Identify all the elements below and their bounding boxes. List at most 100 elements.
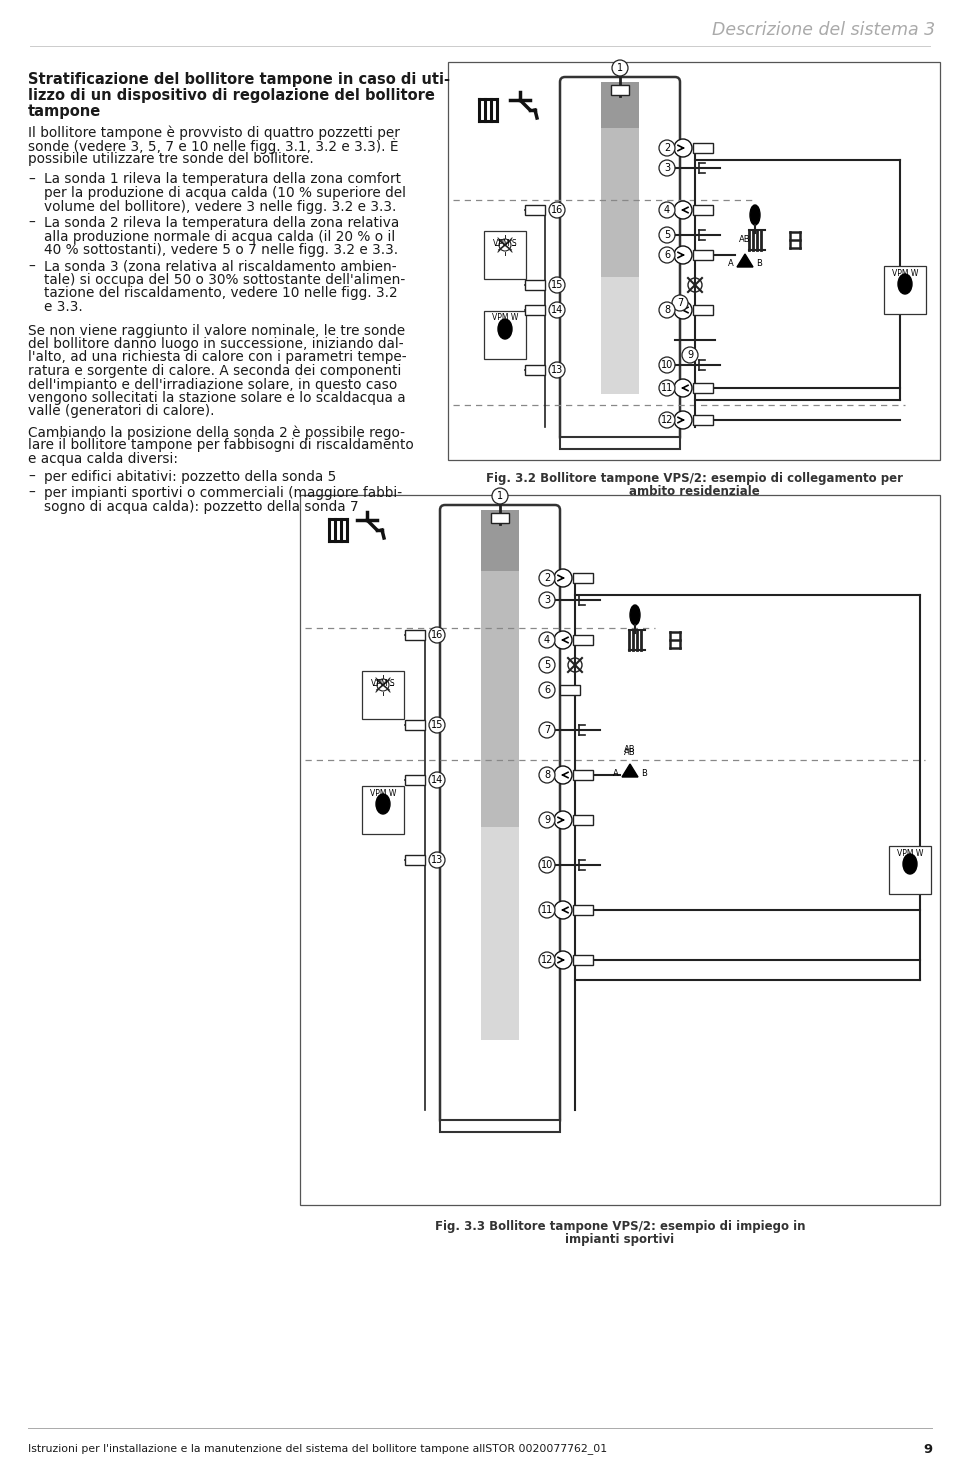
Circle shape [659, 227, 675, 243]
Bar [448, 61, 940, 459]
Bar [601, 277, 639, 394]
Text: VPM W: VPM W [897, 849, 924, 857]
Text: 16: 16 [551, 205, 564, 215]
Ellipse shape [898, 274, 912, 294]
Circle shape [539, 657, 555, 673]
Circle shape [554, 901, 572, 919]
Bar [693, 143, 713, 154]
Text: tampone: tampone [28, 104, 101, 119]
Circle shape [549, 301, 565, 317]
Text: –: – [28, 217, 35, 230]
Text: 5: 5 [544, 660, 550, 670]
Circle shape [539, 952, 555, 969]
Bar [525, 364, 545, 375]
Text: 6: 6 [664, 250, 670, 260]
Circle shape [682, 347, 698, 363]
Bar [484, 231, 526, 279]
Circle shape [549, 277, 565, 293]
Bar [601, 82, 639, 127]
Circle shape [539, 723, 555, 737]
Text: Stratificazione del bollitore tampone in caso di uti-: Stratificazione del bollitore tampone in… [28, 72, 450, 86]
Text: 2: 2 [664, 143, 670, 154]
Bar [484, 312, 526, 358]
Bar [560, 437, 680, 449]
Text: AB: AB [624, 748, 636, 756]
FancyBboxPatch shape [560, 78, 680, 442]
Circle shape [659, 357, 675, 373]
Text: Cambiando la posizione della sonda 2 è possibile rego-: Cambiando la posizione della sonda 2 è p… [28, 424, 405, 439]
Text: tazione del riscaldamento, vedere 10 nelle figg. 3.2: tazione del riscaldamento, vedere 10 nel… [44, 287, 397, 300]
Bar [693, 383, 713, 394]
Circle shape [539, 593, 555, 609]
Bar [525, 205, 545, 215]
Text: impianti sportivi: impianti sportivi [565, 1233, 675, 1246]
Bar [573, 770, 593, 780]
Text: 10: 10 [540, 860, 553, 870]
Text: Se non viene raggiunto il valore nominale, le tre sonde: Se non viene raggiunto il valore nominal… [28, 323, 405, 338]
Text: 1: 1 [617, 63, 623, 73]
Text: VPM W: VPM W [492, 313, 518, 322]
Text: VPM W: VPM W [892, 269, 918, 278]
Bar [601, 127, 639, 277]
Text: 11: 11 [540, 906, 553, 914]
Circle shape [659, 413, 675, 429]
Text: –: – [28, 470, 35, 483]
Circle shape [612, 60, 628, 76]
Text: 12: 12 [660, 415, 673, 424]
Circle shape [659, 140, 675, 157]
Text: 10: 10 [660, 360, 673, 370]
Circle shape [549, 202, 565, 218]
Text: La sonda 3 (zona relativa al riscaldamento ambien-: La sonda 3 (zona relativa al riscaldamen… [44, 259, 396, 274]
Circle shape [429, 772, 445, 789]
Bar [693, 304, 713, 315]
Circle shape [539, 903, 555, 917]
Text: Fig. 3.2 Bollitore tampone VPS/2: esempio di collegamento per: Fig. 3.2 Bollitore tampone VPS/2: esempi… [486, 473, 902, 486]
Circle shape [549, 361, 565, 377]
Circle shape [429, 717, 445, 733]
Text: 15: 15 [551, 279, 564, 290]
Circle shape [674, 411, 692, 429]
Text: per edifici abitativi: pozzetto della sonda 5: per edifici abitativi: pozzetto della so… [44, 470, 336, 483]
Circle shape [539, 767, 555, 783]
Text: AB: AB [624, 745, 636, 753]
Text: lare il bollitore tampone per fabbisogni di riscaldamento: lare il bollitore tampone per fabbisogni… [28, 439, 414, 452]
Text: ratura e sorgente di calore. A seconda dei componenti: ratura e sorgente di calore. A seconda d… [28, 364, 401, 377]
Text: 40 % sottostanti), vedere 5 o 7 nelle figg. 3.2 e 3.3.: 40 % sottostanti), vedere 5 o 7 nelle fi… [44, 243, 398, 257]
Bar [573, 635, 593, 645]
Text: sonde (vedere 3, 5, 7 e 10 nelle figg. 3.1, 3.2 e 3.3). È: sonde (vedere 3, 5, 7 e 10 nelle figg. 3… [28, 139, 398, 155]
Bar [611, 85, 629, 95]
Text: VPM S: VPM S [493, 238, 516, 247]
Text: ambito residenziale: ambito residenziale [629, 486, 759, 497]
Text: Il bollitore tampone è provvisto di quattro pozzetti per: Il bollitore tampone è provvisto di quat… [28, 124, 400, 139]
Circle shape [429, 851, 445, 868]
Text: 14: 14 [551, 304, 564, 315]
Text: 4: 4 [664, 205, 670, 215]
Circle shape [492, 489, 508, 503]
Text: e acqua calda diversi:: e acqua calda diversi: [28, 452, 178, 467]
Text: 13: 13 [551, 364, 564, 375]
Bar [693, 415, 713, 424]
FancyBboxPatch shape [440, 505, 560, 1125]
Bar [362, 672, 404, 718]
Text: A: A [728, 259, 733, 268]
Ellipse shape [903, 854, 917, 873]
Text: 8: 8 [664, 304, 670, 315]
Bar [525, 279, 545, 290]
Circle shape [674, 200, 692, 219]
Text: possibile utilizzare tre sonde del bollitore.: possibile utilizzare tre sonde del bolli… [28, 152, 314, 165]
Text: 1: 1 [497, 492, 503, 500]
Bar [560, 685, 580, 695]
Circle shape [554, 569, 572, 587]
Text: per impianti sportivi o commerciali (maggiore fabbi-: per impianti sportivi o commerciali (mag… [44, 486, 402, 500]
Polygon shape [737, 255, 753, 268]
Bar [693, 250, 713, 260]
Bar [405, 631, 425, 639]
Circle shape [659, 159, 675, 176]
Text: vengono sollecitati la stazione solare e lo scaldacqua a: vengono sollecitati la stazione solare e… [28, 391, 406, 405]
Text: –: – [28, 486, 35, 500]
Text: 9: 9 [923, 1443, 932, 1456]
Text: 15: 15 [431, 720, 444, 730]
Text: 7: 7 [677, 298, 684, 309]
Text: Fig. 3.3 Bollitore tampone VPS/2: esempio di impiego in: Fig. 3.3 Bollitore tampone VPS/2: esempi… [435, 1220, 805, 1233]
Text: 3: 3 [544, 595, 550, 606]
